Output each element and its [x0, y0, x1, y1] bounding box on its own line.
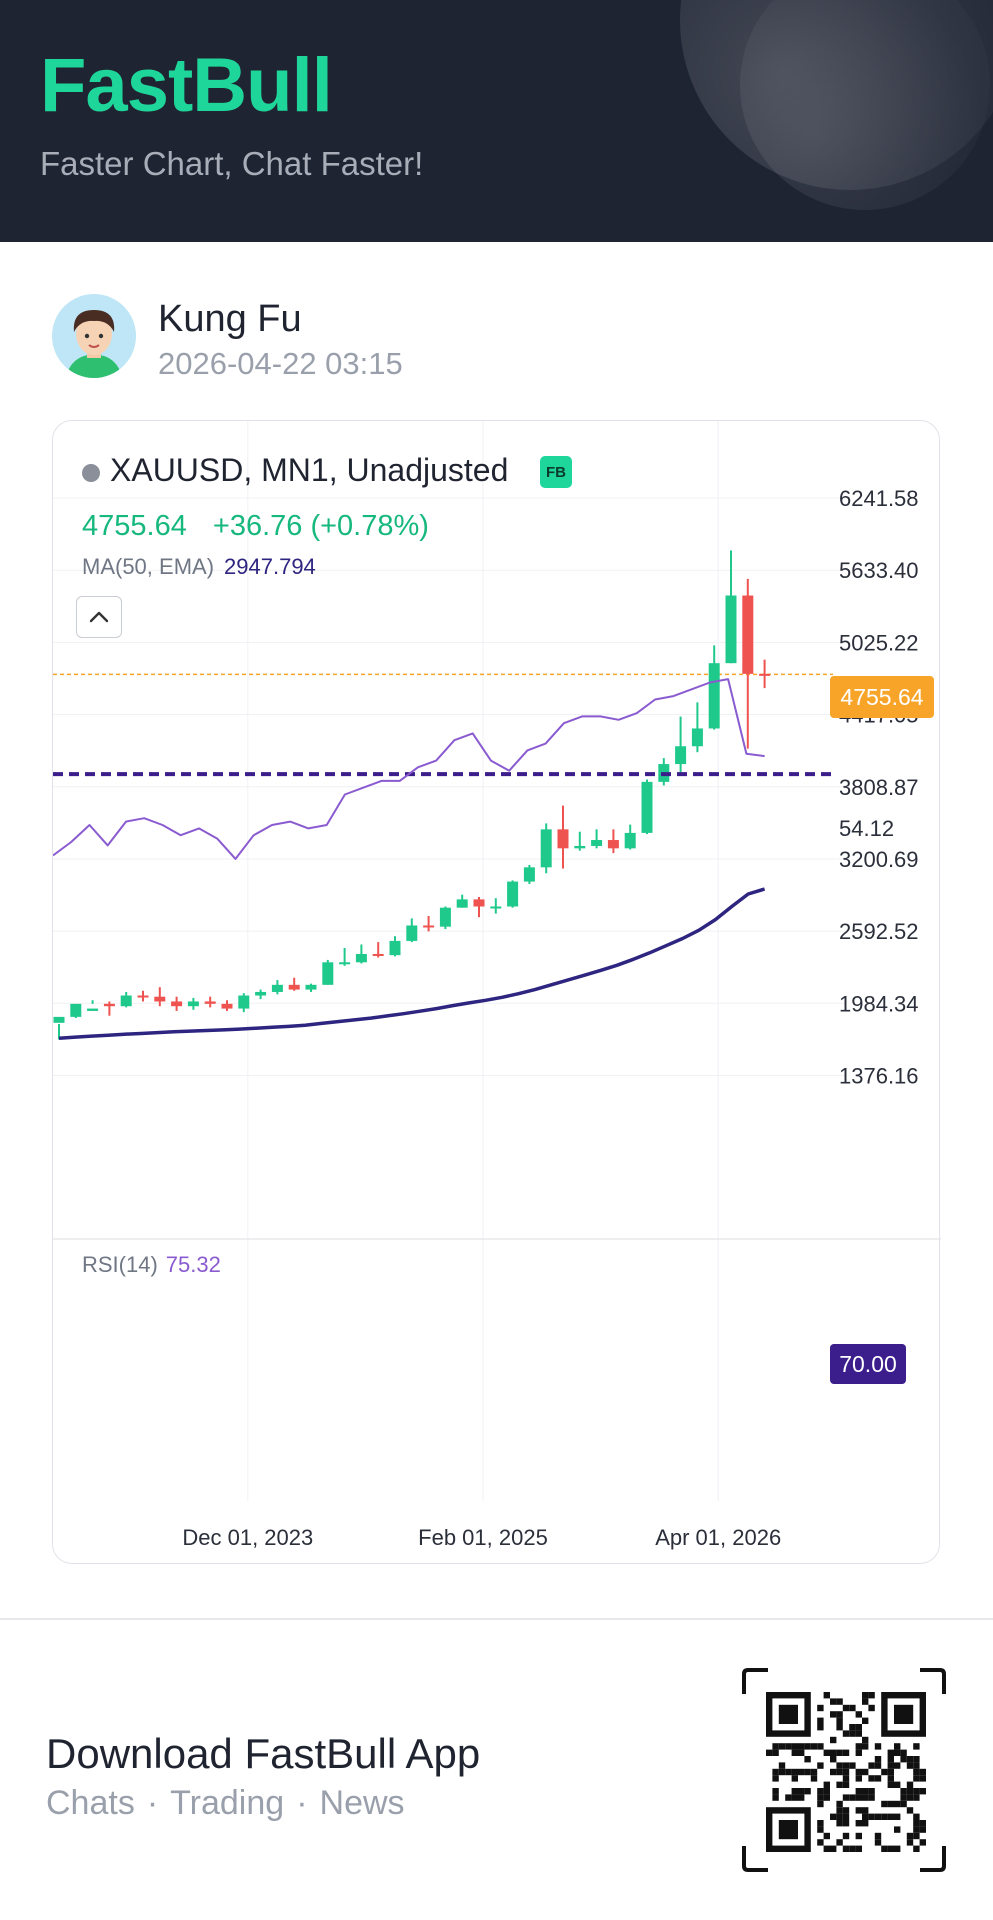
rsi-indicator: RSI(14) 75.32 — [82, 1252, 221, 1278]
candle[interactable] — [557, 829, 569, 849]
candle[interactable] — [87, 1008, 99, 1011]
chart-card: 6241.585633.405025.224417.053808.873200.… — [52, 420, 941, 1565]
rsi-reference-tag: 70.00 — [830, 1344, 906, 1384]
candle[interactable] — [305, 984, 317, 990]
ma-line — [58, 887, 766, 1040]
price-chart[interactable]: 6241.585633.405025.224417.053808.873200.… — [53, 421, 941, 1565]
candle[interactable] — [255, 991, 267, 996]
price-tick-label: 3808.87 — [839, 775, 919, 800]
user-avatar-icon — [66, 310, 122, 378]
candle[interactable] — [53, 1016, 65, 1023]
download-title[interactable]: Download FastBull App — [46, 1730, 481, 1777]
candle[interactable] — [154, 996, 166, 1002]
candle[interactable] — [641, 781, 653, 833]
qr-code-icon[interactable] — [742, 1668, 946, 1872]
ma-label: MA(50, EMA) — [82, 554, 215, 579]
candle[interactable] — [490, 906, 502, 909]
footer-divider — [0, 1618, 993, 1620]
avatar[interactable] — [52, 294, 136, 378]
candle[interactable] — [322, 962, 334, 985]
candle[interactable] — [591, 840, 603, 846]
candle[interactable] — [389, 940, 401, 956]
candle[interactable] — [574, 845, 586, 849]
candle[interactable] — [456, 899, 468, 908]
username[interactable]: Kung Fu — [158, 298, 302, 340]
price-change: +36.76 (+0.78%) — [212, 510, 429, 542]
fb-badge-icon: FB — [540, 456, 572, 488]
candle[interactable] — [523, 867, 535, 882]
app-header: FastBull Faster Chart, Chat Faster! — [0, 0, 993, 242]
price-tick-label: 5633.40 — [839, 558, 919, 583]
candle[interactable] — [372, 953, 384, 956]
candle[interactable] — [725, 595, 737, 664]
candle[interactable] — [355, 953, 367, 963]
post-timestamp: 2026-04-22 03:15 — [158, 346, 403, 381]
price-tick-label: 6241.58 — [839, 486, 919, 511]
candle[interactable] — [473, 899, 485, 907]
rsi-tick-label: 54.12 — [839, 816, 894, 841]
rsi-label: RSI(14) — [82, 1252, 158, 1277]
x-axis-label: Apr 01, 2026 — [655, 1525, 781, 1550]
candle[interactable] — [103, 1003, 115, 1007]
candle[interactable] — [423, 925, 435, 928]
candle[interactable] — [624, 832, 636, 849]
ma-indicator: MA(50, EMA) 2947.794 — [82, 554, 316, 580]
candle[interactable] — [137, 995, 149, 998]
x-axis-label: Feb 01, 2025 — [418, 1525, 548, 1550]
brand-logo: FastBull — [40, 43, 333, 128]
x-axis-label: Dec 01, 2023 — [182, 1525, 313, 1550]
price-tick-label: 1376.16 — [839, 1064, 919, 1089]
feature-separator: · — [296, 1784, 308, 1822]
candle[interactable] — [507, 881, 519, 907]
candle[interactable] — [221, 1003, 233, 1009]
feature-chats: Chats — [46, 1784, 135, 1822]
rsi-line — [53, 678, 765, 860]
candle[interactable] — [708, 663, 720, 729]
rsi-value: 75.32 — [165, 1252, 221, 1277]
candle[interactable] — [187, 1001, 199, 1007]
candle[interactable] — [120, 995, 132, 1007]
candle[interactable] — [238, 995, 250, 1009]
price-tick-label: 5025.22 — [839, 630, 919, 655]
feature-news: News — [319, 1784, 405, 1822]
price-tick-label: 3200.69 — [839, 847, 919, 872]
feature-trading: Trading — [170, 1784, 285, 1822]
candle[interactable] — [288, 984, 300, 990]
candle[interactable] — [271, 984, 283, 992]
ma-value: 2947.794 — [224, 554, 316, 579]
candle[interactable] — [171, 1001, 183, 1007]
candle[interactable] — [759, 673, 771, 676]
collapse-button[interactable] — [76, 596, 122, 638]
chart-symbol[interactable]: XAUUSD, MN1, Unadjusted — [110, 452, 509, 488]
candle[interactable] — [675, 746, 687, 765]
candle[interactable] — [204, 1001, 216, 1004]
feature-separator: · — [146, 1784, 159, 1822]
header-decoration — [740, 0, 990, 210]
price-quote: 4755.64 +36.76 (+0.78%) — [82, 510, 447, 543]
brand-tagline: Faster Chart, Chat Faster! — [40, 145, 424, 182]
symbol-status-dot — [82, 464, 100, 482]
price-tick-label: 2592.52 — [839, 919, 919, 944]
download-features: Chats · Trading · News — [46, 1784, 405, 1823]
current-price-tag: 4755.64 — [830, 676, 934, 718]
candle[interactable] — [339, 962, 351, 965]
candle[interactable] — [406, 925, 418, 941]
candle[interactable] — [439, 907, 451, 927]
candle[interactable] — [691, 728, 703, 747]
candle[interactable] — [742, 595, 754, 674]
chevron-up-icon — [89, 611, 109, 623]
last-price: 4755.64 — [82, 510, 187, 542]
price-tick-label: 1984.34 — [839, 991, 919, 1016]
candle[interactable] — [607, 840, 619, 849]
candle[interactable] — [70, 1003, 82, 1017]
candle[interactable] — [540, 829, 552, 868]
